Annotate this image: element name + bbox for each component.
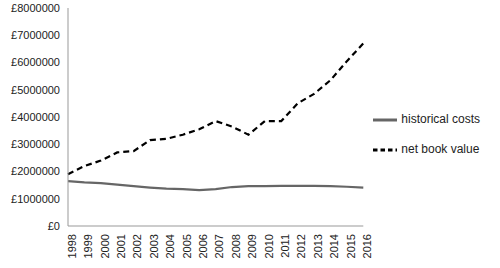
svg-text:2006: 2006 <box>197 234 209 258</box>
svg-text:2007: 2007 <box>213 234 225 258</box>
svg-text:2016: 2016 <box>361 234 373 258</box>
svg-text:£0: £0 <box>48 220 60 232</box>
svg-text:2015: 2015 <box>345 234 357 258</box>
svg-text:1999: 1999 <box>82 234 94 258</box>
html-text:net book value: net book value <box>401 142 480 156</box>
svg-text:£8000000: £8000000 <box>11 2 60 14</box>
svg-text:2005: 2005 <box>181 234 193 258</box>
svg-text:£3000000: £3000000 <box>11 138 60 150</box>
svg-text:2010: 2010 <box>263 234 275 258</box>
svg-text:£7000000: £7000000 <box>11 29 60 41</box>
html-text:historical costs: historical costs <box>401 112 480 126</box>
svg-text:2003: 2003 <box>148 234 160 258</box>
svg-text:2001: 2001 <box>115 234 127 258</box>
svg-text:£4000000: £4000000 <box>11 111 60 123</box>
svg-text:£6000000: £6000000 <box>11 56 60 68</box>
svg-text:£5000000: £5000000 <box>11 84 60 96</box>
svg-text:1998: 1998 <box>66 234 78 258</box>
svg-text:2004: 2004 <box>164 234 176 258</box>
svg-text:£1000000: £1000000 <box>11 193 60 205</box>
svg-text:2008: 2008 <box>230 234 242 258</box>
svg-text:£2000000: £2000000 <box>11 165 60 177</box>
svg-text:2002: 2002 <box>131 234 143 258</box>
svg-text:2012: 2012 <box>295 234 307 258</box>
svg-text:2009: 2009 <box>246 234 258 258</box>
svg-text:2000: 2000 <box>99 234 111 258</box>
svg-text:2011: 2011 <box>279 234 291 258</box>
svg-text:2013: 2013 <box>312 234 324 258</box>
svg-text:2014: 2014 <box>328 234 340 258</box>
